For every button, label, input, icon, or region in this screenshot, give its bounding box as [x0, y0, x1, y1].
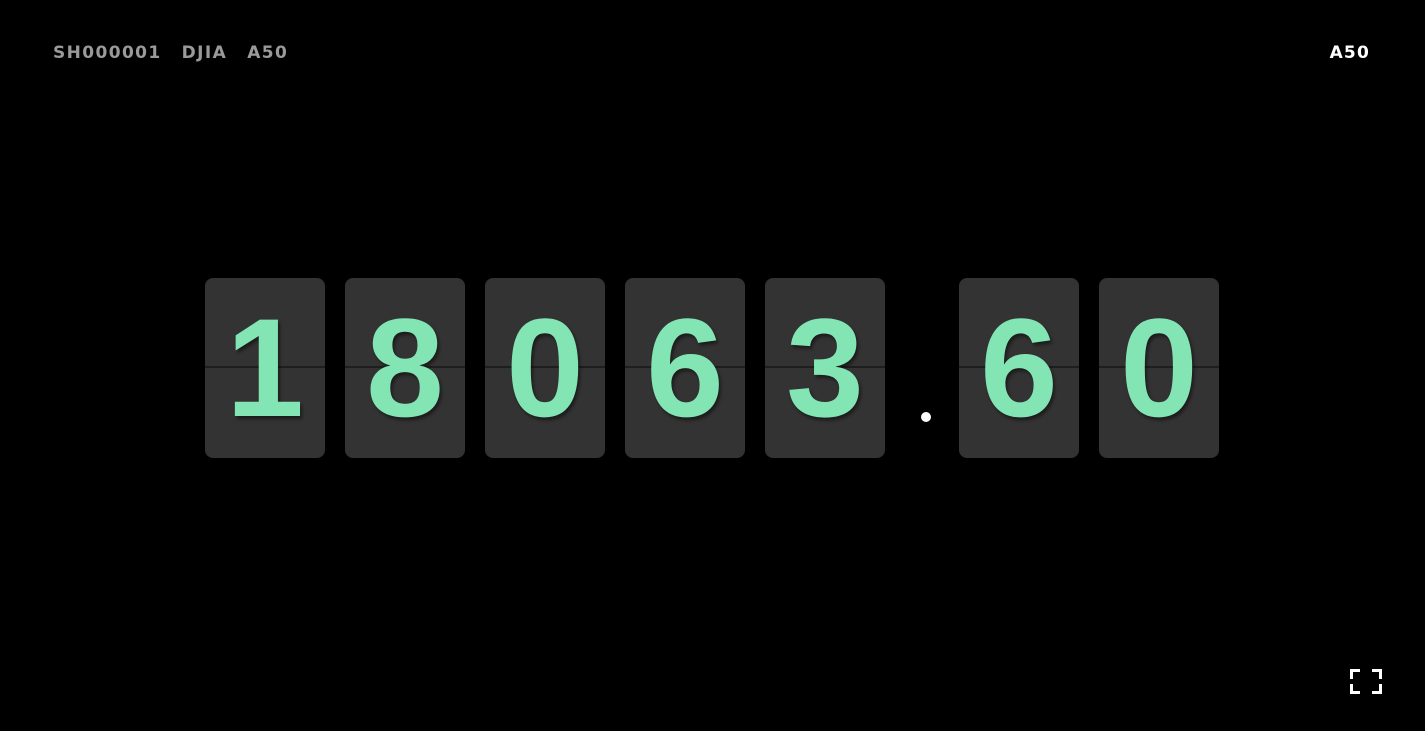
- card-seam: [485, 366, 605, 368]
- decimal-point: .: [899, 278, 953, 458]
- nav-item-a50[interactable]: A50: [247, 43, 289, 63]
- digit-card: 0: [1099, 278, 1219, 458]
- nav-item-sh000001[interactable]: SH000001: [53, 43, 162, 63]
- fullscreen-icon: [1372, 669, 1382, 679]
- fullscreen-icon: [1350, 669, 1360, 679]
- digit-value: 1: [226, 289, 304, 446]
- card-seam: [345, 366, 465, 368]
- index-selector: SH000001 DJIA A50: [53, 42, 308, 64]
- card-seam: [625, 366, 745, 368]
- digit-value: 6: [980, 289, 1058, 446]
- digit-card: 1: [205, 278, 325, 458]
- fullscreen-button[interactable]: [1350, 669, 1382, 694]
- flip-board: 1 8 0 6 3 . 6 0: [205, 278, 1219, 458]
- card-seam: [205, 366, 325, 368]
- digit-card: 6: [959, 278, 1079, 458]
- digit-card: 3: [765, 278, 885, 458]
- fullscreen-icon: [1350, 684, 1360, 694]
- nav-item-djia[interactable]: DJIA: [181, 43, 228, 63]
- digit-value: 3: [786, 289, 864, 446]
- digit-value: 6: [646, 289, 724, 446]
- digit-card: 8: [345, 278, 465, 458]
- digit-card: 6: [625, 278, 745, 458]
- digit-value: 0: [506, 289, 584, 446]
- digit-value: 0: [1120, 289, 1198, 446]
- card-seam: [959, 366, 1079, 368]
- decimal-dot-icon: [921, 412, 931, 422]
- card-seam: [765, 366, 885, 368]
- digit-card: 0: [485, 278, 605, 458]
- fullscreen-icon: [1372, 684, 1382, 694]
- card-seam: [1099, 366, 1219, 368]
- digit-value: 8: [366, 289, 444, 446]
- current-symbol-label: A50: [1329, 43, 1370, 63]
